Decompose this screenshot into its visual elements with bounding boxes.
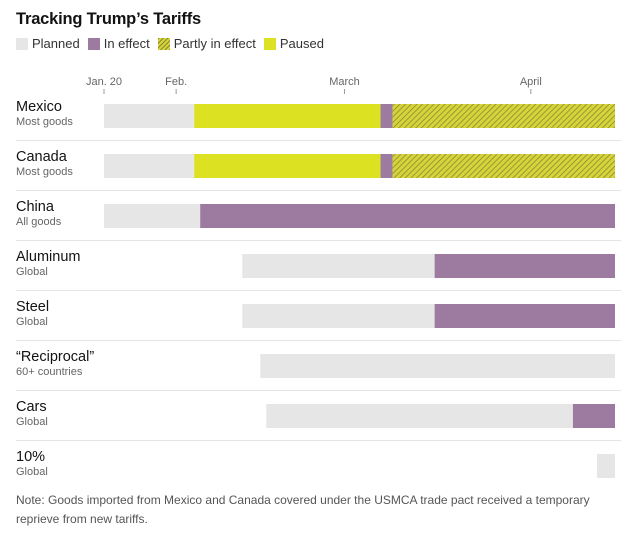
legend-swatch-paused [263, 37, 276, 50]
legend-label-planned: Planned [32, 36, 80, 51]
footnote: Note: Goods imported from Mexico and Can… [16, 493, 590, 526]
legend-swatch-in-effect [87, 37, 100, 50]
bar-segment-paused [194, 154, 381, 178]
row-subtitle: Global [16, 416, 48, 428]
bars [16, 104, 621, 478]
row-label: Aluminum Global [16, 249, 80, 279]
row-name: Aluminum [16, 249, 81, 265]
row-subtitle: All goods [16, 216, 62, 228]
row-label: “Reciprocal” 60+ countries [16, 349, 94, 379]
row-name: 10% [16, 449, 46, 465]
bar-segment-planned [104, 104, 195, 128]
row-name: Cars [16, 399, 47, 415]
row-subtitle: Most goods [16, 166, 73, 178]
bar-segment-effect [572, 404, 615, 428]
row-label: China All goods [16, 199, 61, 229]
bar-segment-planned [596, 454, 615, 478]
bar-segment-partial [392, 154, 615, 178]
bar-segment-effect [434, 254, 615, 278]
legend: Planned In effect Partly in effect Pause… [16, 36, 332, 51]
row-subtitle: Global [16, 266, 48, 278]
bar-segment-effect [434, 304, 615, 328]
legend-label-partly-in-effect: Partly in effect [173, 36, 256, 51]
legend-label-paused: Paused [279, 36, 324, 51]
row-subtitle: 60+ countries [16, 366, 83, 378]
bar-segment-effect [380, 104, 393, 128]
legend-item-in-effect: In effect [87, 36, 150, 51]
bar-segment-partial [392, 104, 615, 128]
row-name: Canada [16, 149, 67, 165]
legend-item-partly-in-effect: Partly in effect [157, 36, 256, 51]
legend-swatch-planned [16, 37, 28, 50]
legend-swatch-partly-in-effect [157, 37, 170, 50]
row-subtitle: Global [16, 316, 48, 328]
x-tick-label: Jan. 20 [86, 76, 122, 88]
x-axis: Jan. 20 Feb. March April [86, 76, 542, 94]
row-subtitle: Global [16, 466, 48, 478]
row-label: Canada Most goods [16, 149, 73, 179]
row-name: Mexico [16, 99, 62, 115]
bar-segment-planned [260, 354, 615, 378]
bar-segment-paused [194, 104, 381, 128]
legend-item-planned: Planned [16, 36, 80, 51]
bar-segment-planned [104, 154, 195, 178]
bar-segment-planned [242, 304, 435, 328]
bar-segment-effect [200, 204, 615, 228]
x-tick-label: March [329, 76, 360, 88]
bar-segment-planned [266, 404, 573, 428]
legend-item-paused: Paused [263, 36, 324, 51]
chart-title: Tracking Trump’s Tariffs [16, 10, 201, 28]
row-label: Cars Global [16, 399, 48, 429]
row-name: Steel [16, 299, 50, 315]
row-name: “Reciprocal” [16, 349, 95, 365]
row-label: Mexico Most goods [16, 99, 73, 129]
row-label: Steel Global [16, 299, 49, 329]
row-name: China [16, 199, 54, 215]
legend-label-in-effect: In effect [103, 36, 150, 51]
bar-segment-planned [104, 204, 201, 228]
bar-segment-planned [242, 254, 435, 278]
row-label: 10% Global [16, 449, 48, 479]
row-subtitle: Most goods [16, 116, 73, 128]
bar-segment-effect [380, 154, 393, 178]
x-tick-label: April [520, 76, 542, 88]
x-tick-label: Feb. [165, 76, 187, 88]
